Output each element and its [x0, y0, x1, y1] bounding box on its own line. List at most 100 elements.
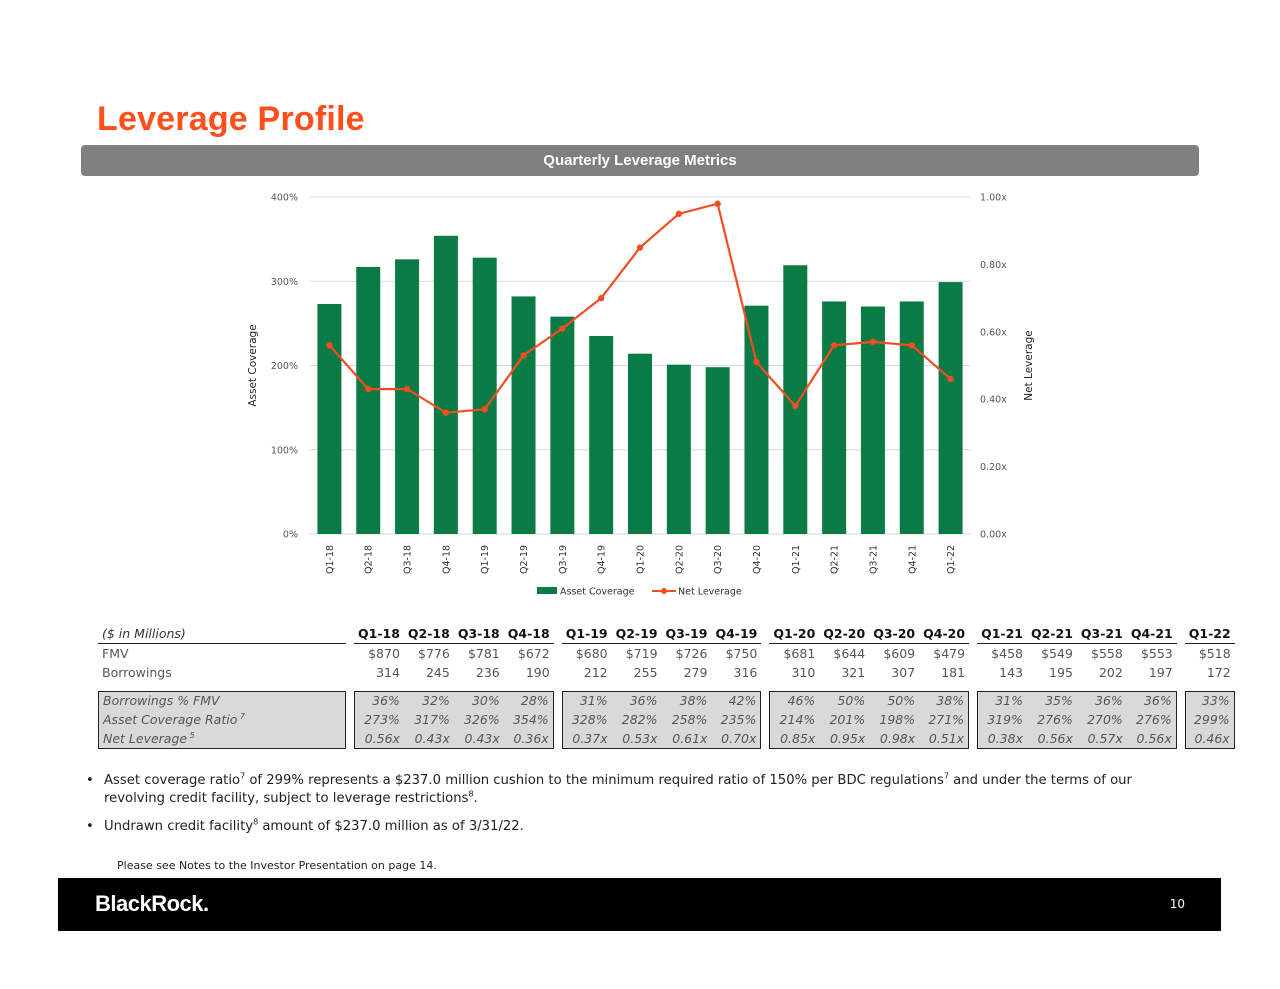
column-header: Q2-21	[1026, 624, 1077, 644]
table-cell: 0.43x	[403, 729, 454, 749]
table-cell: 42%	[711, 690, 762, 710]
column-gap	[553, 729, 562, 749]
footnote-ref: 8	[253, 817, 259, 827]
table-cell: 38%	[919, 690, 970, 710]
table-cell: 30%	[453, 690, 504, 710]
column-header: Q4-19	[711, 624, 762, 644]
footnote: Please see Notes to the Investor Present…	[117, 859, 437, 872]
table-cell: 33%	[1184, 690, 1235, 710]
footnote-ref: 7	[240, 771, 246, 781]
table-cell: 299%	[1184, 710, 1235, 730]
column-gap	[554, 624, 562, 644]
table-cell: 212	[583, 665, 608, 681]
column-gap	[969, 690, 978, 710]
leverage-chart: 0% 100% 200% 300% 400% 0.00x 0.20x 0.40x 0.60x 0.…	[247, 193, 1035, 598]
y2-tick-label: 0.40x	[980, 395, 1007, 406]
bullet-text: of 299% represents a $237.0 million cush…	[245, 773, 944, 788]
y-tick-label: 200%	[271, 361, 298, 372]
column-header: Q3-18	[453, 624, 504, 644]
table-cell: 0.85x	[769, 729, 820, 749]
row-label: FMV	[102, 645, 129, 661]
table-cell: 32%	[403, 690, 454, 710]
column-header: Q1-20	[769, 624, 820, 644]
bullet-dot-icon: •	[86, 819, 94, 834]
x-tick-label: Q4-19	[597, 545, 608, 574]
bar-asset-coverage	[744, 305, 769, 534]
table-cell: 0.56x	[1026, 729, 1077, 749]
table-cell: 0.51x	[919, 729, 970, 749]
table-cell: $549	[1041, 645, 1073, 661]
column-gap	[346, 624, 354, 644]
bar-asset-coverage	[822, 301, 847, 534]
column-gap	[1177, 644, 1185, 664]
table-cell: 31%	[561, 690, 612, 710]
table-cell: 0.70x	[711, 729, 762, 749]
table-cell: 317%	[403, 710, 454, 730]
table-cell: $719	[625, 645, 658, 661]
table-row: Borrowings 314 245 236 190 212 255 279 316 310 321…	[98, 663, 1235, 683]
net-leverage-point	[326, 342, 333, 349]
net-leverage-point	[869, 338, 877, 346]
bullet-dot-icon: •	[86, 773, 94, 788]
bullet-item: • Undrawn credit facility8 amount of $237…	[86, 818, 1166, 836]
column-header: Q1-21	[977, 624, 1027, 644]
table-cell: 0.43x	[453, 729, 504, 749]
bar-asset-coverage	[705, 367, 730, 534]
table-cell: 354%	[503, 710, 554, 730]
bar-asset-coverage	[938, 282, 963, 534]
x-tick-label: Q2-18	[364, 545, 375, 574]
x-tick-label: Q1-22	[946, 545, 957, 574]
column-header: Q3-20	[869, 624, 920, 644]
table-cell: 0.53x	[611, 729, 662, 749]
column-gap	[1176, 710, 1185, 730]
page-title: Leverage Profile	[97, 100, 365, 138]
blackrock-logo: BlackRock.	[95, 891, 209, 916]
x-tick-label: Q4-18	[441, 545, 452, 574]
table-cell: 258%	[661, 710, 712, 730]
table-cell: $609	[883, 645, 916, 661]
column-gap	[969, 624, 977, 644]
column-gap	[554, 644, 562, 664]
table-cell: 321	[841, 665, 866, 681]
table-cell: $553	[1140, 645, 1173, 661]
x-tick-label: Q4-21	[907, 545, 918, 574]
net-leverage-point	[636, 244, 644, 251]
table-cell: 202	[1098, 665, 1123, 681]
table-cell: 270%	[1076, 710, 1127, 730]
table-cell: 0.46x	[1184, 729, 1235, 749]
table-cell: 201%	[819, 710, 870, 730]
x-tick-label: Q2-20	[674, 545, 685, 574]
column-header: Q1-22	[1184, 624, 1235, 644]
section-banner: Quarterly Leverage Metrics	[81, 145, 1199, 176]
column-gap	[969, 729, 978, 749]
y2-tick-label: 0.00x	[980, 530, 1007, 541]
column-header: Q2-20	[819, 624, 870, 644]
table-cell: 0.36x	[503, 729, 554, 749]
table-cell: 316	[733, 665, 758, 681]
x-tick-label: Q2-21	[830, 545, 841, 574]
x-tick-label: Q3-19	[558, 545, 569, 574]
table-cell: $870	[368, 645, 400, 661]
table-cell: 46%	[769, 690, 820, 710]
table-cell: 36%	[354, 690, 404, 710]
table-cell: 50%	[869, 690, 920, 710]
x-tick-label: Q3-20	[713, 545, 724, 574]
footnote-ref: 8	[468, 789, 474, 799]
table-cell: 255	[633, 665, 658, 681]
table-row: Asset Coverage Ratio 7 273% 317% 326% 354% 32…	[98, 710, 1235, 730]
bar-asset-coverage	[472, 257, 497, 534]
net-leverage-point	[442, 409, 450, 416]
table-cell: 0.56x	[354, 729, 404, 749]
column-gap	[553, 690, 562, 710]
column-gap	[346, 663, 354, 683]
column-gap	[761, 644, 769, 664]
column-header: Q2-19	[611, 624, 662, 644]
table-cell: 0.57x	[1076, 729, 1127, 749]
column-gap	[553, 710, 562, 730]
column-header: Q2-18	[403, 624, 454, 644]
net-leverage-point	[830, 342, 838, 349]
column-gap	[761, 690, 770, 710]
net-leverage-point	[675, 210, 683, 218]
table-cell: 195	[1049, 665, 1073, 681]
table-cell: 38%	[661, 690, 712, 710]
